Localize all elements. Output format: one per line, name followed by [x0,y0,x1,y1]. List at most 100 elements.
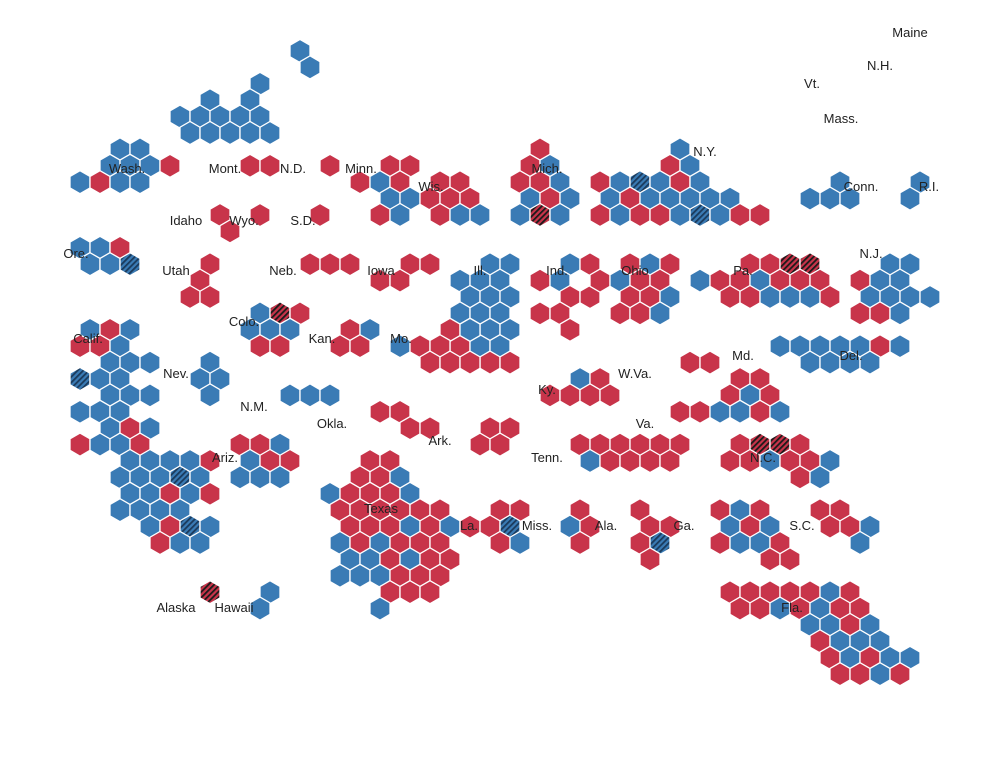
district-hex-md [859,350,881,375]
district-hex-ariz [269,465,291,490]
district-hex-calif [169,530,191,556]
state-okla [369,399,441,441]
district-hex-tenn [659,448,681,474]
state-utah [179,251,221,310]
district-hex-pa [759,284,781,310]
district-hex-idaho [219,219,241,244]
district-hex-alaska [199,579,221,605]
district-hex-iowa [389,268,411,293]
state-label-mont: Mont. [209,161,242,176]
state-label-va: Va. [636,416,655,431]
district-hex-wva [699,350,721,375]
state-label-vt: Vt. [804,76,820,91]
district-hex-calif [69,366,91,392]
state-wash [69,137,181,195]
district-hex-neb [299,251,321,277]
district-hex-wash [69,169,91,195]
district-hex-md [769,333,791,359]
district-hex-la [509,530,531,556]
state-mass [169,104,281,146]
state-label-ky: Ky. [538,382,556,397]
state-label-ind: Ind. [546,263,568,278]
district-hex-okla [399,415,421,441]
state-label-wva: W.Va. [618,366,652,381]
district-hex-tenn [579,448,601,474]
district-hex-mont [259,153,281,179]
district-hex-neb [339,251,361,277]
district-hex-nm [319,383,341,408]
state-label-nc: N.C. [750,450,776,465]
state-ohio [589,251,681,326]
state-label-mo: Mo. [390,331,412,346]
district-hex-texas [349,563,371,589]
state-label-nd: N.D. [280,161,306,176]
district-hex-pa [689,268,711,293]
state-label-nj: N.J. [859,246,882,261]
district-hex-mass [179,120,201,146]
district-hex-ny [729,202,751,228]
state-ri [899,169,931,211]
district-hex-ariz [249,465,271,490]
district-hex-ill [499,350,521,375]
state-labels: Maine N.H. Vt. Mass. Wash. Mont. N.D. Minn. Wis.… [63,25,939,615]
district-hex-wyo [249,202,271,228]
state-label-conn: Conn. [844,179,879,194]
district-hex-wash [129,169,151,195]
state-wva [679,350,721,375]
state-label-pa: Pa. [733,263,753,278]
state-label-maine: Maine [892,25,927,40]
district-hex-calif [139,350,161,375]
state-calif [69,317,221,556]
district-hex-conn [819,186,841,211]
district-hex-mass [219,120,241,146]
district-hex-nj [889,301,911,326]
district-hex-mass [259,120,281,146]
district-hex-texas [329,563,351,589]
district-hex-sc [819,514,841,539]
district-hex-minn [389,202,411,228]
district-hex-mo [459,317,481,343]
district-hex-maine [299,55,321,80]
district-hex-tenn [599,448,621,474]
district-hexagons [69,38,941,687]
state-label-utah: Utah [162,263,189,278]
state-ark [469,415,521,457]
state-label-ariz: Ariz. [212,450,238,465]
state-label-calif: Calif. [73,331,103,346]
state-label-ri: R.I. [919,179,939,194]
state-nd [319,153,341,179]
district-hex-va [709,399,731,425]
district-hex-calif [69,399,91,425]
district-hex-ala [639,547,661,572]
state-mich [509,137,581,228]
district-hex-wis [429,202,451,228]
district-hex-nc [789,465,811,490]
district-hex-utah [199,284,221,310]
district-hex-nm [299,383,321,408]
district-hex-wash [89,169,111,195]
district-hex-mass [239,120,261,146]
district-hex-calif [189,530,211,556]
state-colo [239,301,311,359]
state-nm [279,383,341,408]
state-mo [389,317,481,375]
district-hex-va [669,399,691,425]
district-hex-nc [809,465,831,490]
district-hex-ga [709,530,731,556]
state-pa [689,251,841,310]
state-mont [239,153,281,179]
district-hex-nd [319,153,341,179]
state-label-texas: Texas [364,501,398,516]
state-ind [529,251,601,343]
state-label-tenn: Tenn. [531,450,563,465]
state-label-sc: S.C. [789,518,814,533]
district-hex-va [689,399,711,425]
district-hex-nj [919,284,941,310]
state-neb [299,251,361,277]
district-hex-ohio [609,301,631,326]
state-label-minn: Minn. [345,161,377,176]
district-hex-calif [139,383,161,408]
state-label-fla: Fla. [781,600,803,615]
state-label-wyo: Wyo. [229,213,259,228]
